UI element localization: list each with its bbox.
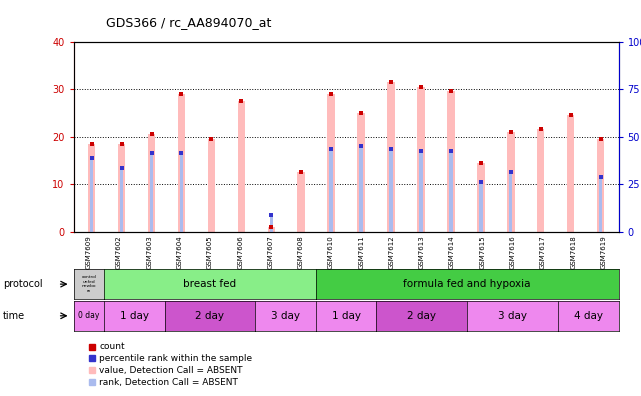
Text: breast fed: breast fed [183, 279, 237, 289]
Point [87, 155, 97, 161]
Text: GSM7613: GSM7613 [419, 236, 425, 269]
Text: GSM7609: GSM7609 [86, 236, 92, 269]
Point [506, 129, 516, 135]
Text: 4 day: 4 day [574, 311, 603, 321]
Point [266, 224, 276, 230]
Text: percentile rank within the sample: percentile rank within the sample [99, 354, 253, 363]
Text: 2 day: 2 day [407, 311, 437, 321]
Bar [178, 94, 185, 232]
Text: GSM7619: GSM7619 [601, 236, 606, 269]
Point [386, 79, 396, 85]
Bar [507, 132, 515, 232]
Bar [358, 113, 365, 232]
Bar [150, 153, 153, 232]
Text: 3 day: 3 day [498, 311, 527, 321]
Bar [297, 172, 305, 232]
Bar [328, 94, 335, 232]
Bar [238, 101, 245, 232]
Text: formula fed and hypoxia: formula fed and hypoxia [403, 279, 531, 289]
Text: protocol: protocol [3, 279, 43, 289]
Bar [479, 182, 483, 232]
Bar [419, 151, 422, 232]
Point [237, 98, 247, 104]
Text: count: count [99, 342, 125, 351]
Text: GSM7616: GSM7616 [510, 236, 515, 269]
Point [356, 110, 366, 116]
Bar [597, 139, 604, 232]
Point [536, 126, 546, 133]
Bar [208, 139, 215, 232]
Text: GSM7608: GSM7608 [297, 236, 304, 269]
Bar [537, 129, 544, 232]
Text: 1 day: 1 day [331, 311, 361, 321]
Point [506, 169, 516, 175]
Point [117, 164, 127, 171]
Bar [88, 144, 96, 232]
Point [296, 169, 306, 175]
Text: GSM7615: GSM7615 [479, 236, 485, 269]
Bar [477, 163, 485, 232]
Text: 3 day: 3 day [271, 311, 300, 321]
Text: 0 day: 0 day [78, 311, 99, 320]
Text: GSM7617: GSM7617 [540, 236, 546, 269]
Bar [90, 158, 94, 232]
Bar [360, 146, 363, 232]
Bar [329, 148, 333, 232]
Point [386, 145, 396, 152]
Text: GSM7604: GSM7604 [177, 236, 183, 269]
Bar [447, 91, 454, 232]
Point [176, 91, 187, 97]
Point [326, 91, 337, 97]
Text: time: time [3, 311, 26, 321]
Point [206, 136, 217, 142]
Bar [599, 177, 603, 232]
Text: GSM7612: GSM7612 [388, 236, 395, 269]
Point [266, 212, 276, 218]
Bar [567, 115, 574, 232]
Text: GSM7602: GSM7602 [116, 236, 122, 269]
Bar [270, 215, 273, 232]
Point [445, 148, 456, 154]
Bar [120, 168, 123, 232]
Point [146, 131, 156, 137]
Point [146, 150, 156, 156]
Text: GSM7607: GSM7607 [267, 236, 274, 269]
Text: 1 day: 1 day [120, 311, 149, 321]
Text: GSM7603: GSM7603 [146, 236, 153, 269]
Point [595, 136, 606, 142]
Bar [449, 151, 453, 232]
Text: GDS366 / rc_AA894070_at: GDS366 / rc_AA894070_at [106, 16, 271, 29]
Text: GSM7618: GSM7618 [570, 236, 576, 269]
Text: value, Detection Call = ABSENT: value, Detection Call = ABSENT [99, 366, 243, 375]
Point [416, 148, 426, 154]
Text: rank, Detection Call = ABSENT: rank, Detection Call = ABSENT [99, 378, 238, 386]
Point [326, 145, 337, 152]
Text: GSM7610: GSM7610 [328, 236, 334, 269]
Point [565, 112, 576, 118]
Point [476, 160, 486, 166]
Point [595, 174, 606, 180]
Text: GSM7614: GSM7614 [449, 236, 455, 269]
Point [445, 88, 456, 95]
Bar [389, 148, 393, 232]
Bar [118, 144, 126, 232]
Point [356, 143, 366, 149]
Bar [180, 153, 183, 232]
Point [176, 150, 187, 156]
Text: GSM7606: GSM7606 [237, 236, 243, 269]
Bar [148, 134, 155, 232]
Bar [509, 172, 512, 232]
Text: GSM7605: GSM7605 [207, 236, 213, 269]
Text: control
unfed
newbo
rn: control unfed newbo rn [81, 275, 96, 293]
Text: 2 day: 2 day [196, 311, 224, 321]
Bar [417, 87, 425, 232]
Point [416, 84, 426, 90]
Point [117, 141, 127, 147]
Bar [387, 82, 395, 232]
Text: GSM7611: GSM7611 [358, 236, 364, 269]
Bar [267, 227, 275, 232]
Point [476, 179, 486, 185]
Point [87, 141, 97, 147]
